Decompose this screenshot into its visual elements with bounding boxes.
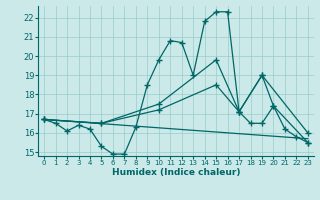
X-axis label: Humidex (Indice chaleur): Humidex (Indice chaleur) [112, 168, 240, 177]
